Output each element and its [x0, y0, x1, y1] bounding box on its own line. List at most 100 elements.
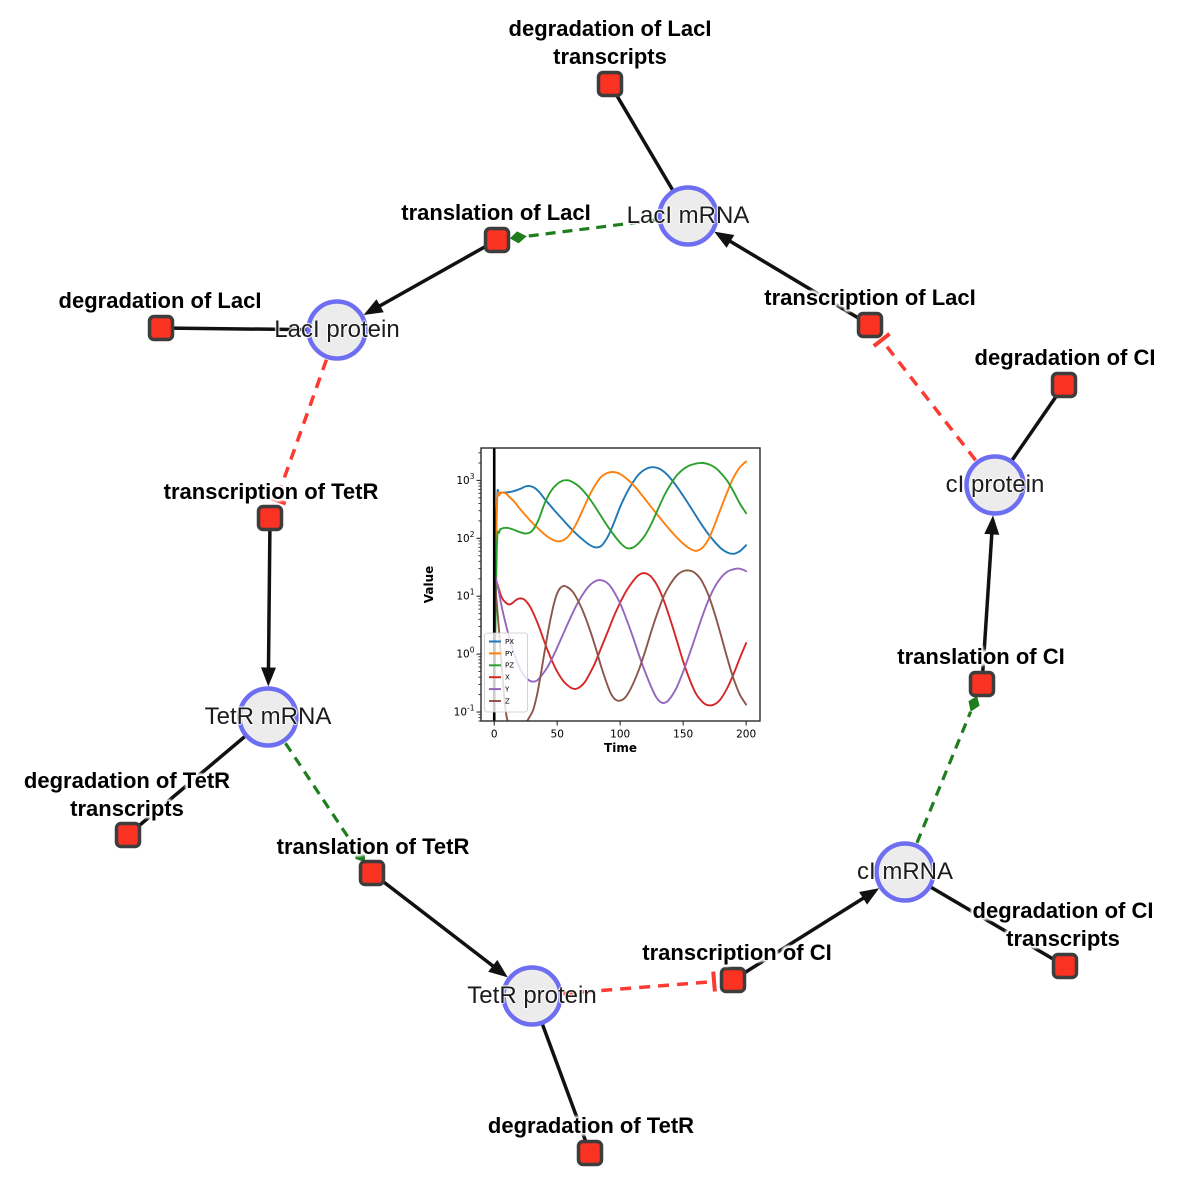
- reaction-label-line: degradation of CI: [974, 345, 1156, 370]
- legend-entry-Z: Z: [505, 697, 510, 705]
- svg-text:102: 102: [456, 530, 474, 545]
- edge-modifier-tetR_mRNA-transl_tetR: [284, 742, 357, 849]
- reaction-label-line: transcripts: [1006, 926, 1120, 951]
- series-Z: [493, 569, 748, 721]
- modifier-arrowhead: [968, 696, 980, 712]
- reaction-label-line: degradation of LacI: [58, 288, 262, 313]
- species-label-tetR_protein: TetR protein: [467, 982, 597, 1009]
- edge-production-transl_cI-cI_protein: [980, 528, 994, 685]
- reaction-label-transl_tetR: translation of TetR: [277, 833, 470, 861]
- reaction-label-line: transcription of CI: [642, 940, 832, 965]
- species-node-cI_protein: [964, 454, 1026, 516]
- reaction-label-transc_lacI: transcription of LacI: [764, 284, 975, 312]
- series-PX: [493, 466, 748, 719]
- species-label-cI_mRNA: cI mRNA: [857, 858, 953, 885]
- species-node-cI_mRNA: [874, 841, 936, 903]
- edges: [126, 83, 1066, 1154]
- reaction-label-deg_cI: degradation of CI: [975, 344, 1156, 372]
- edge-inhibition-lacI_protein-transc_tetR: [274, 359, 329, 501]
- reaction-label-line: translation of CI: [897, 644, 1065, 669]
- plot-xlabel: Time: [604, 741, 637, 755]
- reaction-node-deg_cI_tr: [1051, 952, 1079, 980]
- edge-inhibition-tetR_protein-transc_cI: [563, 979, 715, 996]
- modifier-arrowhead: [509, 231, 527, 244]
- edge-modifier-cI_mRNA-transl_cI: [915, 711, 973, 844]
- edge-production-transc_cI-cI_mRNA: [732, 893, 870, 982]
- svg-text:50: 50: [551, 729, 564, 741]
- reaction-node-transl_cI: [968, 670, 996, 698]
- reaction-label-deg_tetR_tr: degradation of TetR transcripts: [24, 767, 230, 823]
- reaction-label-deg_tetR: degradation of TetR: [488, 1112, 694, 1140]
- reaction-label-line: transcripts: [553, 44, 667, 69]
- reaction-label-line: degradation of CI: [972, 898, 1154, 923]
- series-X: [493, 572, 748, 707]
- plot-ticks: 0 50 100 150 200 10-1 100 101 102 103: [454, 452, 756, 741]
- reaction-node-transc_lacI: [856, 311, 884, 339]
- reaction-label-line: degradation of TetR: [487, 1113, 695, 1138]
- arrowhead: [260, 667, 276, 687]
- reaction-node-deg_lacI: [147, 314, 175, 342]
- arrowhead: [363, 299, 384, 316]
- reaction-node-deg_lacI_tr: [596, 70, 624, 98]
- reaction-label-line: translation of LacI: [401, 200, 591, 225]
- svg-text:200: 200: [736, 729, 756, 741]
- species-label-lacI_protein: LacI protein: [274, 316, 400, 343]
- reaction-label-line: degradation of LacI: [508, 16, 712, 41]
- legend-entry-PX: PX: [505, 638, 514, 646]
- arrowhead: [859, 888, 880, 905]
- legend-entry-Y: Y: [504, 686, 510, 694]
- reaction-label-line: transcription of LacI: [764, 285, 976, 310]
- reaction-label-line: transcripts: [70, 796, 184, 821]
- reaction-label-line: transcription of TetR: [163, 479, 379, 504]
- species-label-cI_protein: cI protein: [945, 471, 1045, 498]
- arrowhead: [488, 959, 508, 978]
- edge-inhibition-cI_protein-transc_lacI: [880, 338, 977, 462]
- reaction-label-transl_cI: translation of CI: [897, 643, 1064, 671]
- edge-production-transc_lacI-lacI_mRNA: [724, 236, 871, 327]
- legend-entry-PZ: PZ: [505, 662, 514, 670]
- svg-text:100: 100: [610, 729, 630, 741]
- svg-text:0: 0: [491, 729, 498, 741]
- reaction-label-transl_lacI: translation of LacI: [401, 199, 590, 227]
- svg-text:150: 150: [673, 729, 693, 741]
- reaction-label-line: translation of TetR: [276, 834, 470, 859]
- legend-entry-PY: PY: [505, 650, 514, 658]
- reaction-node-transl_lacI: [483, 226, 511, 254]
- species-label-lacI_mRNA: LacI mRNA: [626, 202, 750, 229]
- reaction-node-transl_tetR: [358, 859, 386, 887]
- plot-background: [419, 436, 778, 774]
- reaction-label-transc_tetR: transcription of TetR: [164, 478, 379, 506]
- reaction-label-transc_cI: transcription of CI: [642, 939, 831, 967]
- modifier-arrowhead: [355, 848, 366, 863]
- edge-production-transl_lacI-lacI_protein: [374, 238, 498, 311]
- edge-modifier-lacI_mRNA-transl_lacI: [526, 218, 657, 238]
- reaction-node-deg_cI: [1050, 371, 1078, 399]
- reaction-label-deg_lacI_tr: degradation of LacI transcripts: [509, 15, 712, 71]
- reaction-node-transc_cI: [719, 966, 747, 994]
- inhibition-tbar: [872, 332, 891, 348]
- legend-entry-X: X: [505, 674, 510, 682]
- plot-curves: [493, 460, 748, 721]
- svg-text:100: 100: [456, 646, 474, 661]
- edge-production-transl_tetR-tetR_protein: [370, 871, 499, 971]
- inhibition-tbar: [711, 971, 717, 992]
- plot-legend: PX PY PZ XYZ: [484, 632, 528, 713]
- reaction-label-deg_cI_tr: degradation of CI transcripts: [973, 897, 1154, 953]
- reaction-node-deg_tetR_tr: [114, 821, 142, 849]
- arrowhead: [714, 231, 735, 248]
- reaction-node-transc_tetR: [256, 504, 284, 532]
- svg-text:101: 101: [456, 588, 474, 603]
- series-PZ: [493, 461, 748, 719]
- edge-production-transc_tetR-tetR_mRNA: [266, 517, 272, 674]
- species-label-tetR_mRNA: TetR mRNA: [204, 703, 332, 730]
- plot-ylabel: Value: [422, 566, 436, 604]
- reaction-label-line: degradation of TetR: [23, 768, 231, 793]
- species-nodes: [237, 185, 1026, 1027]
- edge-consumption-cI_mRNA-deg_cI_tr: [904, 870, 1066, 968]
- svg-text:103: 103: [456, 472, 474, 487]
- species-node-lacI_mRNA: [657, 185, 719, 247]
- series-PY: [493, 460, 748, 719]
